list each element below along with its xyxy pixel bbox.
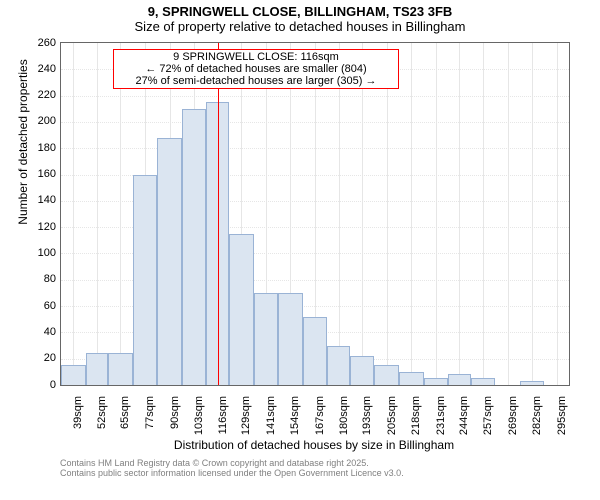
reference-annotation-line: ← 72% of detached houses are smaller (80…	[116, 63, 396, 75]
x-gridline	[557, 43, 558, 385]
x-tick-label: 244sqm	[458, 396, 470, 446]
y-tick-label: 60	[44, 300, 56, 312]
x-tick-label: 257sqm	[482, 396, 494, 446]
histogram-bar	[182, 109, 207, 385]
x-tick-label: 154sqm	[289, 396, 301, 446]
reference-annotation-box: 9 SPRINGWELL CLOSE: 116sqm← 72% of detac…	[113, 49, 399, 89]
x-gridline	[73, 43, 74, 385]
reference-annotation-line: 27% of semi-detached houses are larger (…	[116, 75, 396, 87]
histogram-bar	[86, 353, 109, 385]
footer-line-1: Contains HM Land Registry data © Crown c…	[60, 458, 369, 468]
x-tick-label: 39sqm	[72, 396, 84, 446]
x-gridline	[436, 43, 437, 385]
x-gridline	[508, 43, 509, 385]
x-tick-label: 65sqm	[119, 396, 131, 446]
y-tick-label: 0	[50, 379, 56, 391]
y-tick-label: 100	[38, 247, 56, 259]
y-tick-label: 80	[44, 273, 56, 285]
y-tick-label: 180	[38, 142, 56, 154]
y-tick-label: 220	[38, 89, 56, 101]
x-gridline	[387, 43, 388, 385]
y-tick-label: 40	[44, 326, 56, 338]
histogram-bar	[327, 346, 350, 385]
x-tick-label: 116sqm	[217, 396, 229, 446]
y-tick-label: 120	[38, 221, 56, 233]
y-tick-label: 260	[38, 37, 56, 49]
x-gridline	[483, 43, 484, 385]
histogram-bar	[303, 317, 328, 385]
x-tick-label: 231sqm	[435, 396, 447, 446]
x-gridline	[120, 43, 121, 385]
x-tick-label: 269sqm	[507, 396, 519, 446]
y-tick-label: 200	[38, 115, 56, 127]
histogram-bar	[133, 175, 158, 385]
x-gridline	[411, 43, 412, 385]
histogram-bar	[61, 365, 86, 385]
x-tick-label: 193sqm	[361, 396, 373, 446]
x-gridline	[532, 43, 533, 385]
chart-title-line1: 9, SPRINGWELL CLOSE, BILLINGHAM, TS23 3F…	[0, 4, 600, 19]
y-tick-label: 140	[38, 194, 56, 206]
chart-title-block: 9, SPRINGWELL CLOSE, BILLINGHAM, TS23 3F…	[0, 0, 600, 34]
x-tick-label: 180sqm	[338, 396, 350, 446]
histogram-bar	[448, 374, 471, 385]
histogram-bar	[374, 365, 399, 385]
histogram-bar	[157, 138, 182, 385]
histogram-bar	[520, 381, 545, 385]
x-gridline	[362, 43, 363, 385]
plot-area: 9 SPRINGWELL CLOSE: 116sqm← 72% of detac…	[60, 42, 570, 386]
x-tick-label: 52sqm	[96, 396, 108, 446]
histogram-bar	[399, 372, 424, 385]
x-tick-label: 295sqm	[556, 396, 568, 446]
x-tick-label: 77sqm	[144, 396, 156, 446]
chart-title-line2: Size of property relative to detached ho…	[0, 19, 600, 34]
histogram-bar	[254, 293, 279, 385]
x-tick-label: 282sqm	[531, 396, 543, 446]
y-tick-label: 20	[44, 352, 56, 364]
histogram-bar	[471, 378, 496, 385]
histogram-bar	[108, 353, 133, 385]
histogram-bar	[229, 234, 254, 385]
x-gridline	[97, 43, 98, 385]
y-tick-label: 160	[38, 168, 56, 180]
x-gridline	[459, 43, 460, 385]
x-gridline	[339, 43, 340, 385]
x-tick-label: 205sqm	[386, 396, 398, 446]
x-tick-label: 103sqm	[193, 396, 205, 446]
histogram-bar	[350, 356, 375, 385]
x-tick-label: 90sqm	[169, 396, 181, 446]
footer-line-2: Contains public sector information licen…	[60, 468, 404, 478]
histogram-bar	[424, 378, 449, 385]
reference-annotation-line: 9 SPRINGWELL CLOSE: 116sqm	[116, 51, 396, 63]
x-tick-label: 218sqm	[410, 396, 422, 446]
x-tick-label: 141sqm	[265, 396, 277, 446]
x-tick-label: 129sqm	[240, 396, 252, 446]
reference-line	[218, 43, 219, 385]
histogram-bar	[278, 293, 303, 385]
y-tick-label: 240	[38, 63, 56, 75]
x-tick-label: 167sqm	[314, 396, 326, 446]
y-axis-label: Number of detached properties	[16, 0, 30, 313]
